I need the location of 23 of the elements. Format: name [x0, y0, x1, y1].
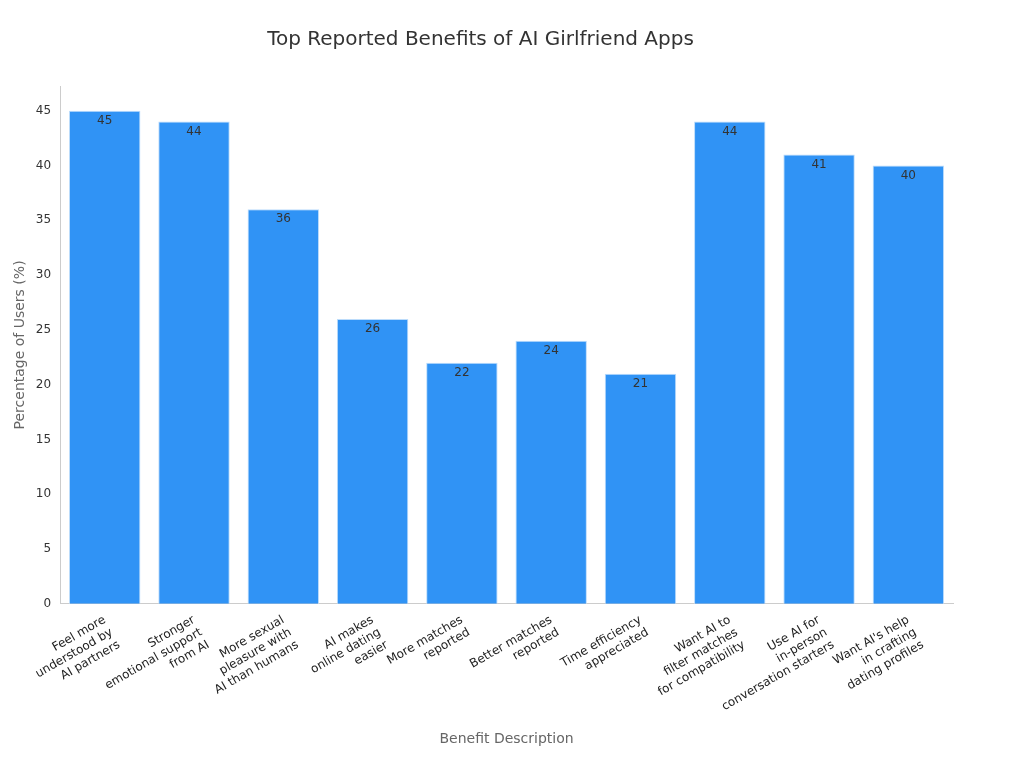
chart-title: Top Reported Benefits of AI Girlfriend Apps — [266, 26, 694, 51]
data-label: 36 — [275, 211, 291, 226]
y-tick-label: 0 — [43, 595, 52, 610]
y-tick-label: 35 — [35, 212, 52, 227]
y-tick-label: 25 — [35, 321, 52, 336]
y-tick-label: 40 — [35, 157, 52, 172]
y-tick-label: 45 — [35, 102, 52, 117]
data-label: 45 — [97, 112, 113, 127]
data-label: 41 — [811, 156, 827, 171]
y-tick-label: 10 — [35, 486, 52, 501]
y-tick-label: 30 — [35, 267, 52, 282]
x-axis-title: Benefit Description — [439, 730, 574, 747]
data-label: 22 — [454, 364, 470, 379]
y-tick-label: 20 — [35, 376, 52, 391]
data-label: 26 — [364, 321, 381, 336]
y-tick-label: 15 — [35, 431, 52, 446]
data-label: 40 — [900, 167, 916, 182]
data-label: 44 — [186, 123, 202, 138]
data-label: 24 — [543, 342, 559, 357]
y-tick-label: 5 — [43, 541, 52, 556]
data-label: 44 — [722, 123, 738, 138]
data-label: 21 — [632, 375, 649, 390]
y-axis-title: Percentage of Users (%) — [11, 260, 28, 430]
